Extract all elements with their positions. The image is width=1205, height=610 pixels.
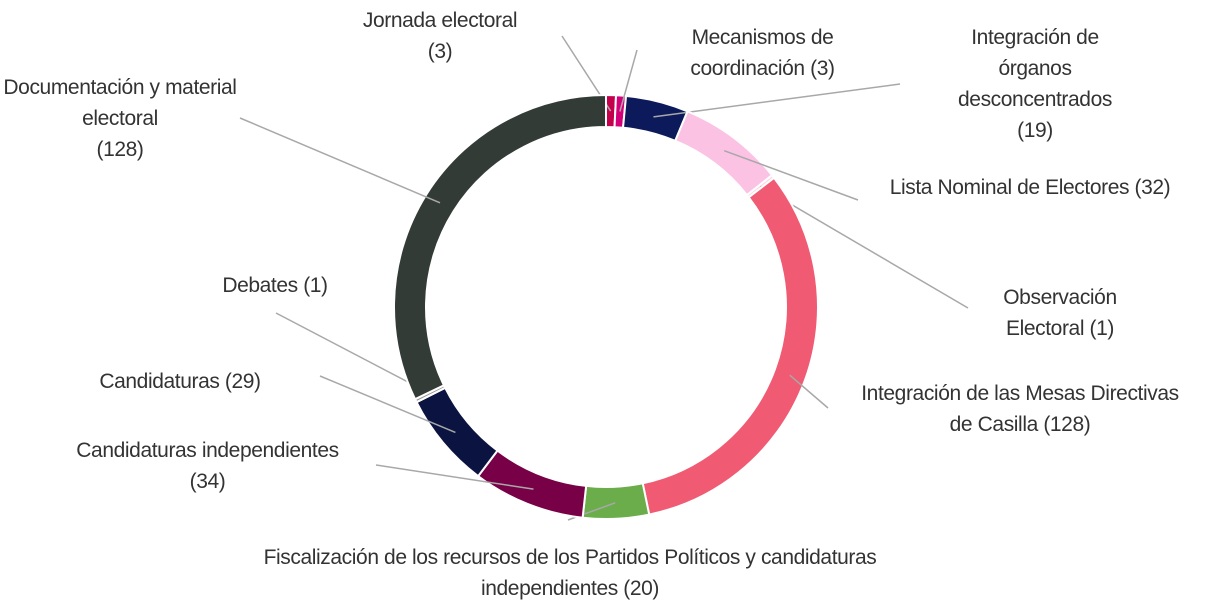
donut-slice [581, 482, 651, 520]
donut-slice [392, 93, 607, 401]
leader-line [760, 185, 969, 309]
value-label: (3) [810, 57, 835, 80]
slice-label: Candidaturas independientes (34) [75, 435, 340, 497]
category-label: Jornada electoral [362, 9, 518, 32]
category-label: Candidaturas [99, 370, 220, 393]
category-label: Mecanismos de coordinación [690, 26, 834, 80]
leader-line [275, 312, 431, 395]
donut-slice [415, 386, 499, 478]
category-label: Fiscalización de los recursos de los Par… [263, 546, 877, 600]
leader-line [789, 374, 829, 409]
category-label: Integración de órganos desconcentrados [958, 26, 1112, 111]
leader-line [375, 464, 534, 490]
category-label: Observación Electoral [1003, 286, 1117, 340]
slice-label: Lista Nominal de Electores (32) [860, 172, 1200, 203]
leader-line [319, 375, 456, 434]
value-label: (3) [427, 40, 453, 63]
category-label: Integración de las Mesas Directivas de C… [861, 382, 1179, 436]
slice-label: Integración de las Mesas Directivas de C… [850, 378, 1190, 440]
value-label: (128) [96, 138, 144, 161]
slice-label: Debates (1) [190, 270, 360, 301]
value-label: (34) [189, 470, 226, 493]
value-label: (20) [623, 577, 660, 600]
leader-line [239, 117, 441, 204]
donut-slice [641, 176, 819, 516]
category-label: Documentación y material electoral [3, 76, 237, 130]
value-label: (1) [1089, 317, 1115, 340]
donut-slice [673, 109, 774, 197]
slice-label: Observación Electoral (1) [965, 282, 1155, 344]
donut-slice [476, 449, 588, 519]
leader-line [619, 49, 638, 112]
value-label: (1) [303, 274, 328, 297]
slice-label: Documentación y material electoral (128) [0, 72, 240, 165]
category-label: Lista Nominal de Electores [889, 176, 1130, 199]
slice-label: Jornada electoral (3) [340, 5, 540, 67]
value-label: (29) [224, 370, 261, 393]
slice-label: Mecanismos de coordinación (3) [655, 22, 870, 84]
leader-line [653, 83, 901, 118]
category-label: Candidaturas independientes [76, 439, 339, 462]
value-label: (32) [1134, 176, 1171, 199]
slice-label: Integración de órganos desconcentrados (… [945, 22, 1125, 146]
value-label: (19) [1017, 119, 1053, 142]
slice-label: Fiscalización de los recursos de los Par… [230, 542, 910, 604]
value-label: (128) [1043, 413, 1091, 436]
slice-label: Candidaturas (29) [60, 366, 300, 397]
leader-line [723, 149, 859, 201]
category-label: Debates [222, 274, 298, 297]
